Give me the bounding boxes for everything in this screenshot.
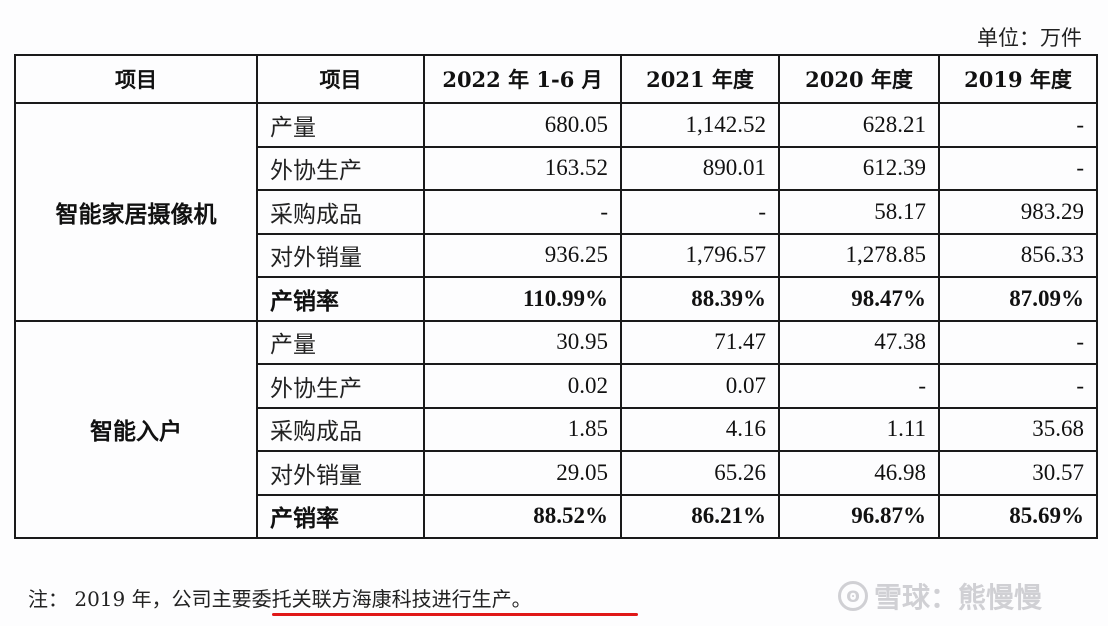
cell-value: 1,796.57: [620, 232, 780, 278]
cell-value: 936.25: [423, 232, 622, 278]
cell-value: 1,142.52: [620, 102, 780, 148]
group-label: 智能入户: [14, 319, 258, 539]
row-label: 产量: [256, 102, 425, 148]
header-category: 项目: [14, 54, 258, 104]
table-row-rate: 产销率 110.99% 88.39% 98.47% 87.09%: [15, 276, 1098, 322]
table-row: 对外销量 936.25 1,796.57 1,278.85 856.33: [15, 232, 1098, 278]
cell-value: 1,278.85: [778, 232, 940, 278]
cell-value: 88.39%: [620, 276, 780, 322]
cell-value: 98.47%: [778, 276, 940, 322]
xueqiu-logo-icon: ʘ: [838, 581, 868, 611]
cell-value: 30.95: [423, 319, 622, 365]
row-label: 产销率: [256, 276, 425, 322]
table-row: 对外销量 29.05 65.26 46.98 30.57: [15, 450, 1098, 496]
table-row: 智能入户 产量 30.95 71.47 47.38 -: [14, 319, 1098, 539]
cell-value: -: [938, 363, 1098, 409]
cell-value: 88.52%: [423, 493, 622, 539]
row-label: 对外销量: [256, 232, 425, 278]
cell-value: -: [938, 319, 1098, 365]
watermark-text: 雪球：熊慢慢: [874, 581, 1043, 614]
production-sales-table: 项目 项目 2022 年 1-6 月 2021 年度 2020 年度 2019 …: [14, 54, 1098, 539]
header-item: 项目: [256, 54, 425, 104]
cell-value: -: [620, 189, 780, 235]
cell-value: 1.85: [423, 406, 622, 452]
cell-value: 0.02: [423, 363, 622, 409]
table-row: 采购成品 1.85 4.16 1.11 35.68: [15, 406, 1098, 452]
table-row: 外协生产 163.52 890.01 612.39 -: [15, 145, 1098, 191]
header-2021: 2021 年度: [620, 54, 780, 104]
row-label: 产销率: [256, 493, 425, 539]
cell-value: -: [423, 189, 622, 235]
table-row-rate: 产销率 88.52% 86.21% 96.87% 85.69%: [15, 493, 1098, 539]
cell-value: 110.99%: [423, 276, 622, 322]
cell-value: 87.09%: [938, 276, 1098, 322]
row-label: 产量: [256, 319, 425, 365]
cell-value: -: [938, 145, 1098, 191]
cell-value: 71.47: [620, 319, 780, 365]
red-underline-annotation: [272, 613, 638, 616]
cell-value: 35.68: [938, 406, 1098, 452]
cell-value: 46.98: [778, 450, 940, 496]
unit-label: 单位：万件: [977, 26, 1082, 50]
header-2020: 2020 年度: [778, 54, 940, 104]
cell-value: 890.01: [620, 145, 780, 191]
cell-value: 30.57: [938, 450, 1098, 496]
watermark: ʘ 雪球：熊慢慢: [838, 576, 1042, 616]
cell-value: 163.52: [423, 145, 622, 191]
cell-value: -: [938, 102, 1098, 148]
cell-value: 856.33: [938, 232, 1098, 278]
cell-value: 29.05: [423, 450, 622, 496]
group-label: 智能家居摄像机: [14, 102, 258, 322]
cell-value: 612.39: [778, 145, 940, 191]
cell-value: 86.21%: [620, 493, 780, 539]
cell-value: 983.29: [938, 189, 1098, 235]
header-2019: 2019 年度: [938, 54, 1098, 104]
cell-value: 0.07: [620, 363, 780, 409]
cell-value: 65.26: [620, 450, 780, 496]
cell-value: 1.11: [778, 406, 940, 452]
cell-value: 58.17: [778, 189, 940, 235]
cell-value: 628.21: [778, 102, 940, 148]
header-2022h1: 2022 年 1-6 月: [423, 54, 622, 104]
cell-value: -: [778, 363, 940, 409]
header-row: 项目 项目 2022 年 1-6 月 2021 年度 2020 年度 2019 …: [14, 54, 1098, 104]
cell-value: 4.16: [620, 406, 780, 452]
cell-value: 47.38: [778, 319, 940, 365]
table-row: 智能家居摄像机 产量 680.05 1,142.52 628.21 -: [14, 102, 1098, 322]
cell-value: 680.05: [423, 102, 622, 148]
table-row: 采购成品 - - 58.17 983.29: [15, 189, 1098, 235]
row-label: 外协生产: [256, 363, 425, 409]
row-label: 外协生产: [256, 145, 425, 191]
table-row: 外协生产 0.02 0.07 - -: [15, 363, 1098, 409]
row-label: 采购成品: [256, 406, 425, 452]
footnote: 注： 2019 年，公司主要委托关联方海康科技进行生产。: [28, 587, 532, 611]
row-label: 对外销量: [256, 450, 425, 496]
cell-value: 85.69%: [938, 493, 1098, 539]
cell-value: 96.87%: [778, 493, 940, 539]
row-label: 采购成品: [256, 189, 425, 235]
